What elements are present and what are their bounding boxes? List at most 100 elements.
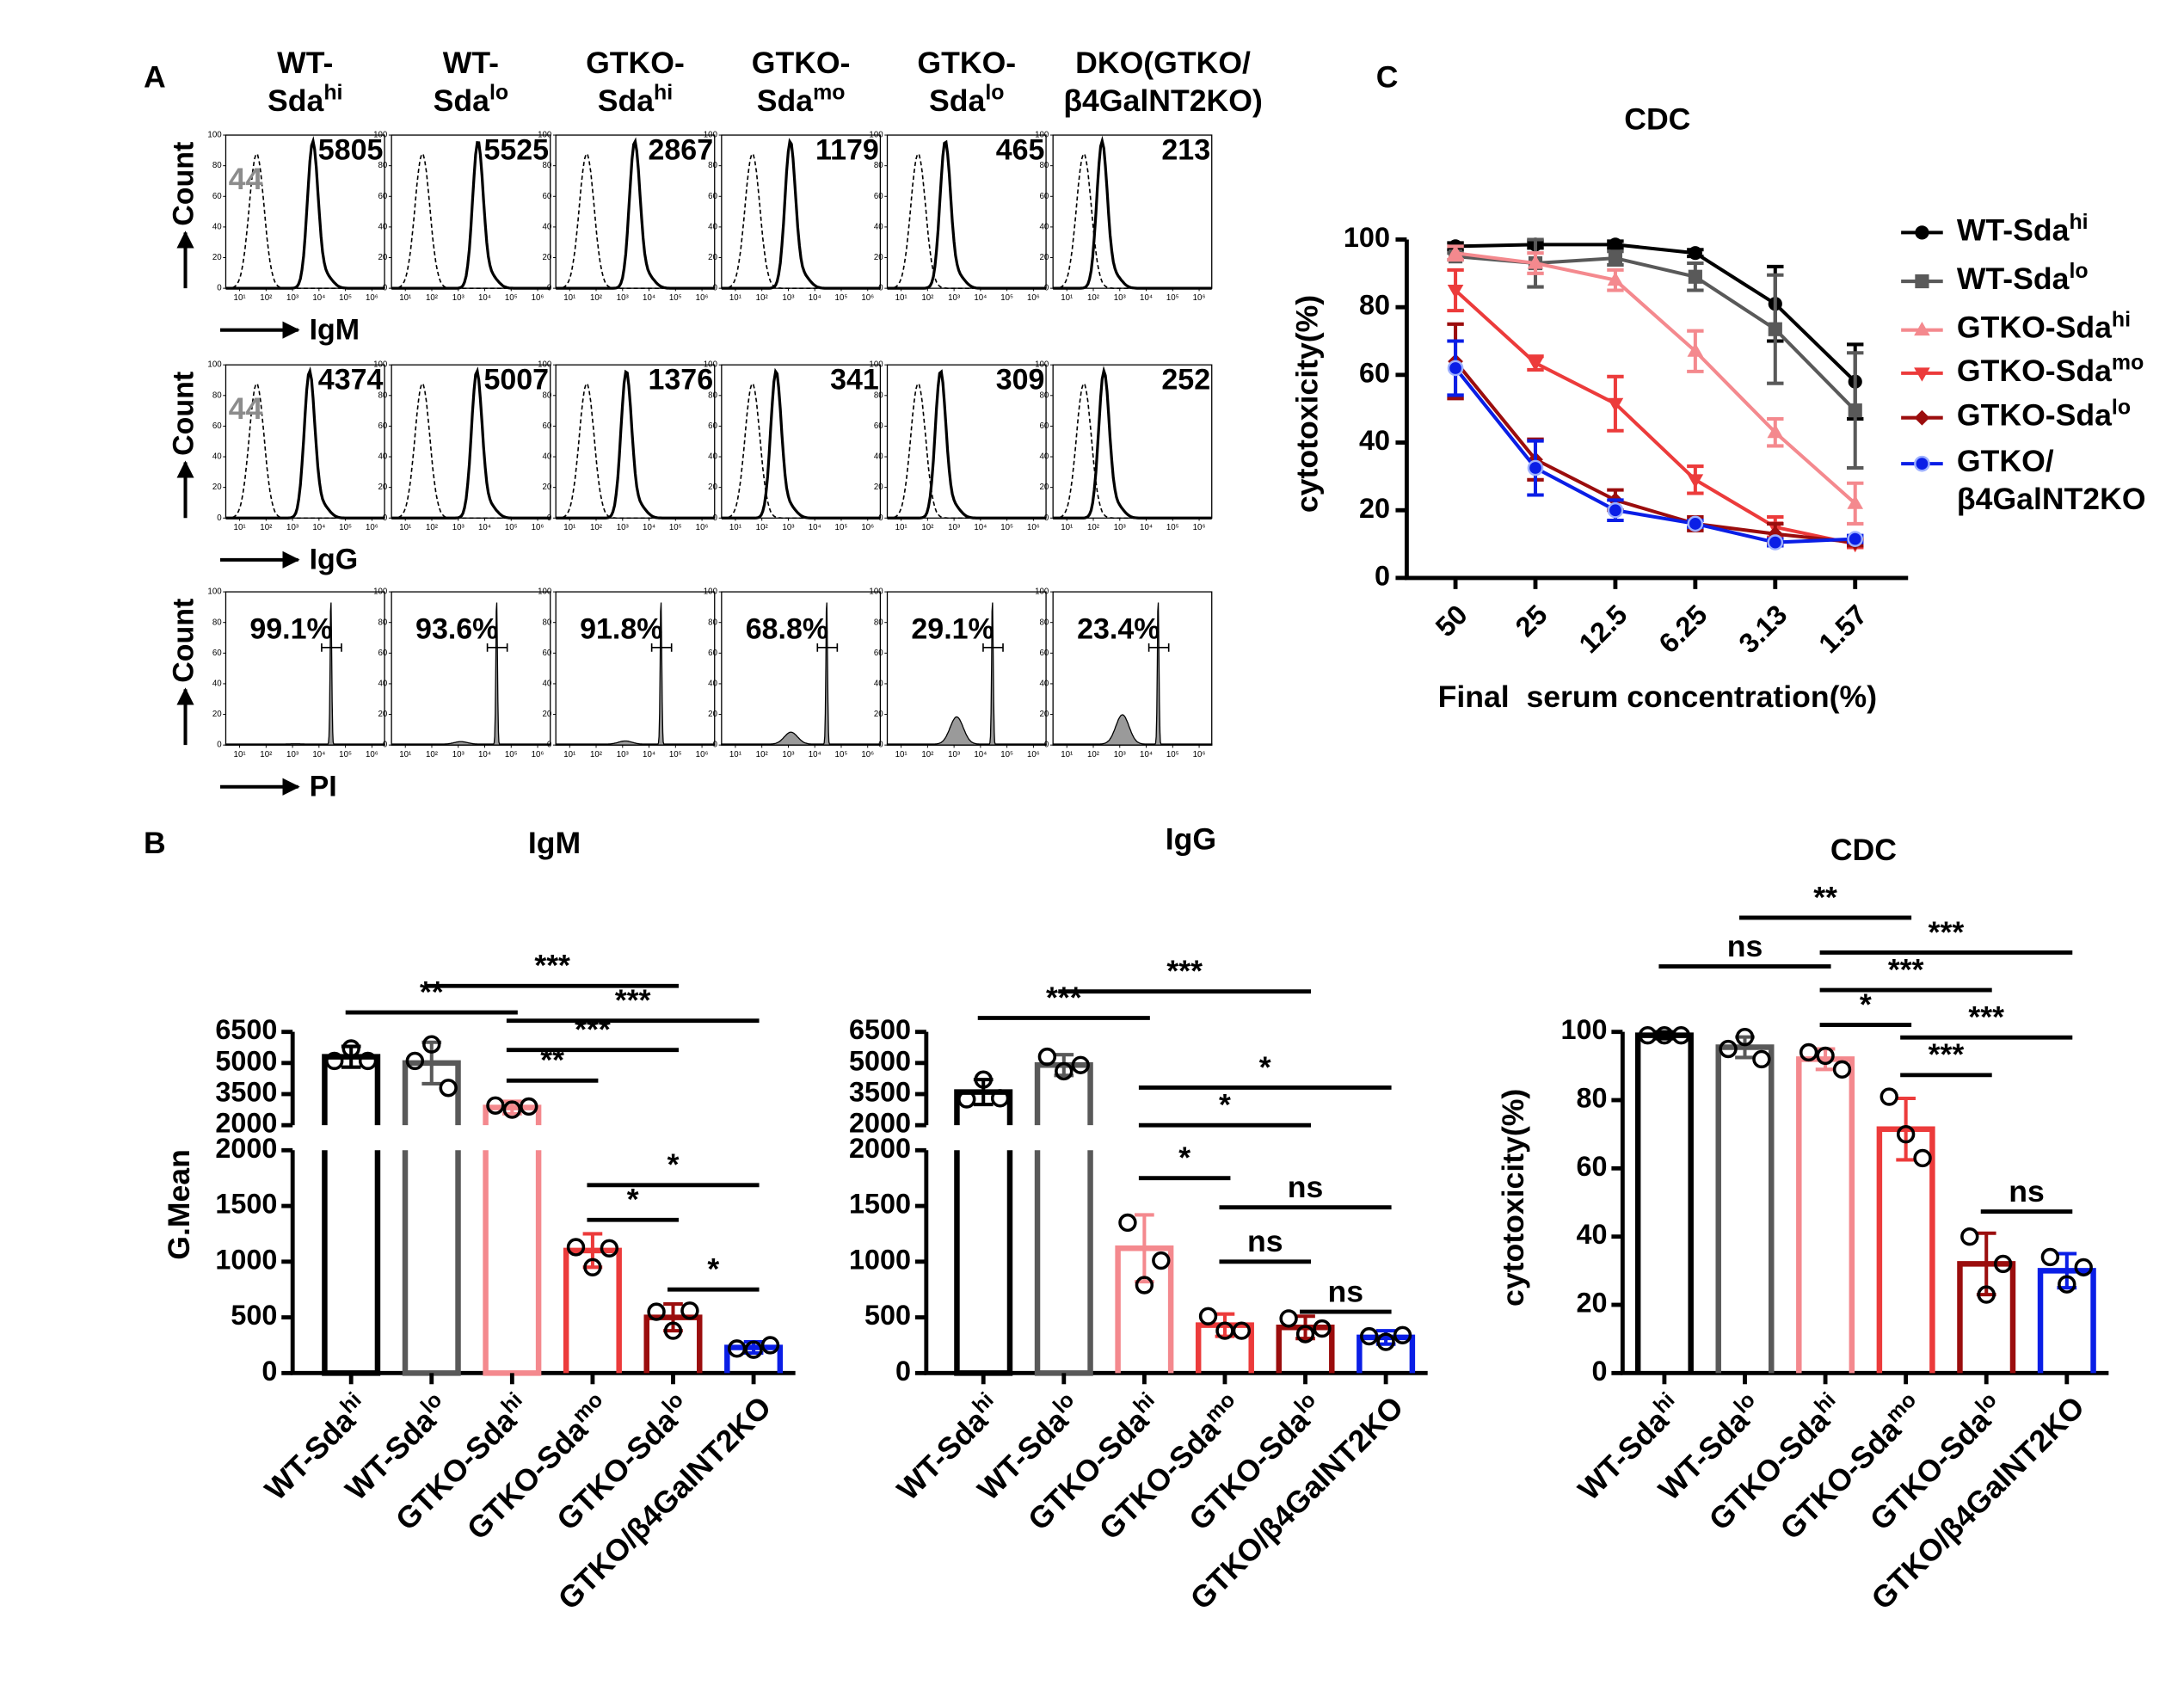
y-tick-label: 80 — [543, 391, 552, 400]
label-text: WT-Sda — [1957, 213, 2070, 248]
marker — [1687, 474, 1704, 489]
x-tick-label: 10⁵ — [1166, 293, 1179, 303]
histogram — [225, 135, 385, 290]
y-tick-label: 0 — [878, 513, 883, 523]
y-tick-label: 0 — [1375, 560, 1390, 591]
y-tick-label: 100 — [704, 360, 718, 370]
x-tick-label: 10² — [1087, 293, 1100, 303]
label-line: WT-Sdahi — [1957, 210, 2089, 248]
y-tick-label: 60 — [1040, 649, 1049, 658]
y-tick-label: 2000 — [849, 1133, 911, 1164]
y-tick-label: 80 — [543, 161, 552, 170]
y-tick-label: 0 — [1044, 741, 1049, 750]
y-tick-label: 60 — [1040, 421, 1049, 431]
y-tick-label: 20 — [874, 710, 883, 719]
line — [1454, 288, 1856, 546]
data-point — [1135, 1276, 1154, 1294]
data-point — [974, 1070, 993, 1089]
label-text: β4GalNT2KO) — [1063, 83, 1262, 118]
y-tick-label: 80 — [212, 161, 222, 170]
marker — [1767, 534, 1784, 550]
data-point — [957, 1090, 976, 1109]
y-tick-label: 100 — [538, 131, 552, 140]
histogram — [391, 366, 551, 520]
y-tick-label: 100 — [373, 131, 388, 140]
data-point — [2074, 1258, 2093, 1277]
marker — [1847, 531, 1864, 547]
y-tick-label: 80 — [874, 391, 883, 400]
y-tick-label: 80 — [1040, 161, 1049, 170]
x-tick-label: 10⁵ — [669, 293, 682, 303]
label-line: Sdahi — [598, 80, 673, 118]
histogram — [1052, 602, 1213, 746]
y-tick-label: 40 — [708, 222, 717, 231]
histogram — [886, 602, 1047, 746]
marker — [1527, 459, 1544, 477]
data-point — [1993, 1254, 2013, 1274]
chart-title: CDC — [1624, 101, 1690, 136]
y-tick-label: 60 — [708, 421, 717, 431]
x-tick-label: 10⁵ — [669, 750, 682, 759]
label-line: GTKO- — [586, 46, 685, 80]
label-line: Sdamo — [757, 80, 846, 118]
y-tick-label: 40 — [1577, 1219, 1608, 1250]
label-line: DKO(GTKO/ — [1075, 46, 1251, 80]
y-tick-label: 40 — [543, 679, 552, 688]
x-tick-label: 10² — [921, 750, 934, 759]
y-tick-label: 60 — [1359, 357, 1390, 388]
x-tick-label: 10¹ — [729, 293, 742, 303]
value-label: 465 — [996, 133, 1045, 166]
label-line: WT- — [443, 46, 499, 80]
y-tick-label: 100 — [1344, 222, 1390, 253]
marker — [1848, 403, 1862, 418]
gate — [982, 643, 1004, 652]
y-tick-label: 60 — [543, 192, 552, 201]
marker — [1607, 271, 1624, 286]
significance-label: ns — [1328, 1274, 1364, 1308]
significance-label: * — [627, 1183, 639, 1217]
x-tick-label: 10⁵ — [505, 293, 518, 303]
significance-label: * — [1219, 1088, 1231, 1122]
data-point — [1359, 1326, 1379, 1346]
y-tick-label: 3500 — [215, 1077, 277, 1108]
y-tick-label: 20 — [708, 483, 717, 492]
y-tick-label: 0 — [895, 1356, 911, 1387]
x-tick-label: 10¹ — [563, 293, 576, 303]
significance-label: * — [1178, 1141, 1190, 1175]
x-tick-label: 10⁴ — [809, 293, 821, 303]
data-point — [1896, 1124, 1916, 1144]
y-tick-label: 20 — [1040, 253, 1049, 262]
label-line: Sdalo — [434, 80, 508, 118]
data-point — [663, 1321, 683, 1340]
data-point — [760, 1336, 780, 1355]
x-tick-label: 10⁴ — [643, 750, 655, 759]
control-histogram — [556, 153, 715, 289]
label-line: GTKO-Sdamo — [1957, 350, 2144, 388]
marker — [1607, 501, 1624, 519]
x-tick-label: 10⁴ — [1140, 523, 1153, 532]
x-tick-label: 10¹ — [563, 750, 576, 759]
y-tick-label: 60 — [378, 192, 387, 201]
marker — [1607, 397, 1624, 412]
histogram — [225, 366, 385, 520]
y-tick-label: 0 — [383, 513, 388, 523]
histogram — [1053, 366, 1212, 520]
label-sup: hi — [2112, 307, 2131, 331]
label-text: DKO(GTKO/ — [1075, 46, 1251, 80]
x-tick-label: 10¹ — [234, 293, 247, 303]
y-tick-label: 60 — [543, 649, 552, 658]
data-point — [1295, 1325, 1315, 1344]
data-point — [439, 1079, 458, 1098]
marker — [1527, 255, 1544, 269]
y-tick-label: 2000 — [849, 1108, 911, 1139]
x-tick-label: 10³ — [617, 523, 630, 532]
x-tick-label: 10² — [426, 750, 439, 759]
marker — [1767, 424, 1784, 439]
x-tick-label: 10⁴ — [312, 293, 325, 303]
x-tick-label: 10⁶ — [861, 750, 874, 759]
histogram — [721, 138, 881, 290]
y-tick-label: 20 — [874, 253, 883, 262]
x-tick-label: 10⁶ — [1027, 523, 1040, 532]
x-tick-label: 10⁶ — [861, 293, 874, 303]
line — [1454, 360, 1855, 544]
